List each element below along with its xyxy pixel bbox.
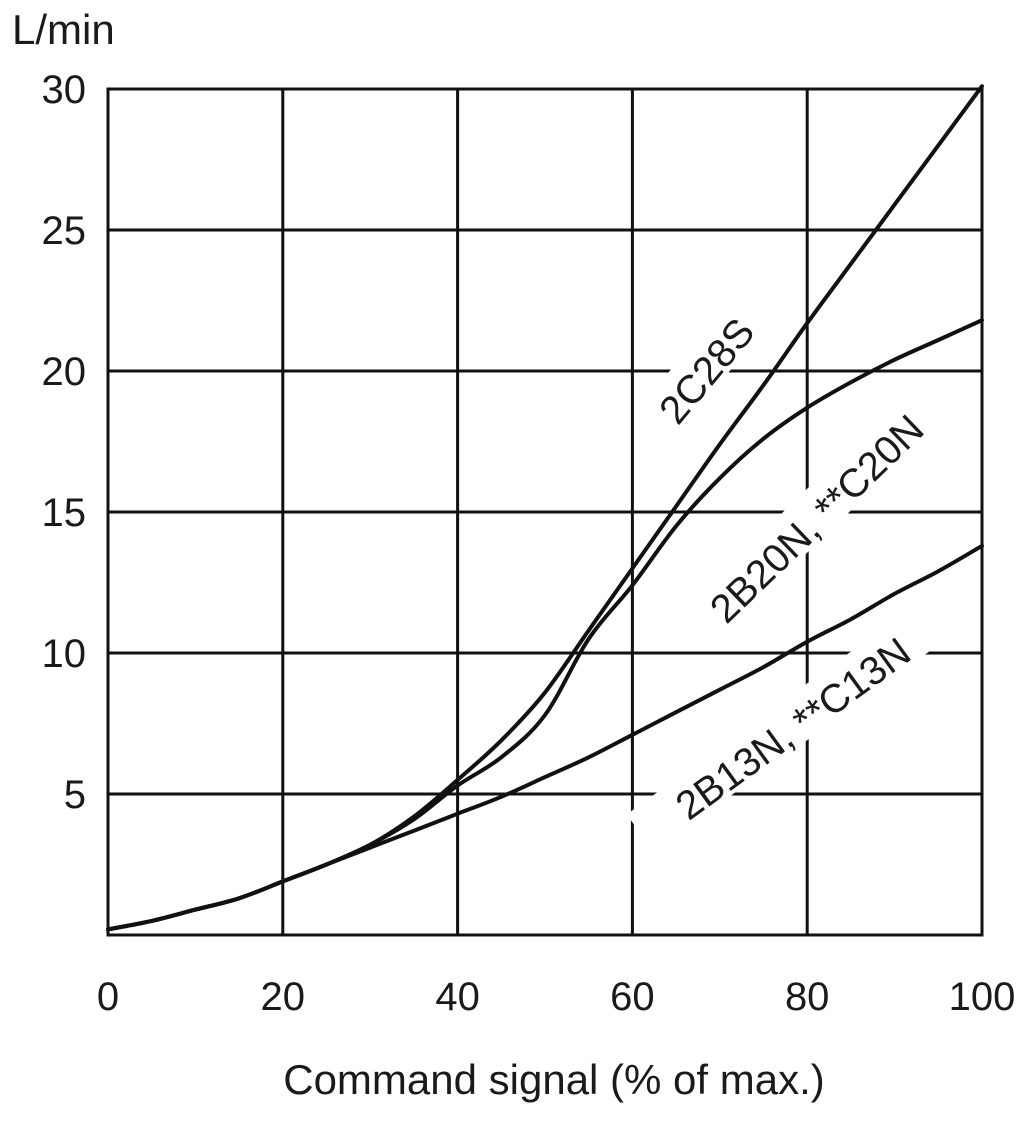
y-axis-title: L/min bbox=[12, 6, 115, 53]
y-tick-label: 10 bbox=[42, 632, 87, 676]
grid bbox=[108, 89, 982, 935]
series-label-2b13n-c13n: 2B13N, **C13N bbox=[668, 630, 919, 829]
series-label-background bbox=[626, 596, 954, 852]
series-line-2b13n-c13n bbox=[106, 543, 984, 932]
plot-frame bbox=[106, 87, 984, 937]
y-tick-label: 25 bbox=[42, 209, 87, 253]
y-tick-label: 20 bbox=[42, 350, 87, 394]
x-tick-label: 60 bbox=[610, 975, 655, 1019]
series-label-background bbox=[674, 380, 952, 650]
y-tick-label: 15 bbox=[42, 491, 87, 535]
series-label-2b20n-c20n: 2B20N, **C20N bbox=[702, 407, 932, 632]
series-lines bbox=[106, 84, 984, 932]
tick-labels: 0 20 40 60 80 100 5 10 15 20 25 30 bbox=[42, 68, 1016, 1019]
y-tick-label: 5 bbox=[64, 773, 86, 817]
series-label-group: 2B13N, **C13N bbox=[626, 596, 954, 852]
x-tick-label: 20 bbox=[261, 975, 306, 1019]
x-axis-title: Command signal (% of max.) bbox=[283, 1056, 825, 1103]
x-tick-label: 0 bbox=[97, 975, 119, 1019]
x-tick-label: 40 bbox=[435, 975, 480, 1019]
x-tick-label: 80 bbox=[785, 975, 830, 1019]
series-line-2b20n-c20n bbox=[106, 318, 984, 932]
series-label-background bbox=[636, 295, 769, 440]
y-tick-label: 30 bbox=[42, 68, 87, 112]
series-label-group: 2C28S bbox=[636, 295, 769, 440]
x-tick-label: 100 bbox=[949, 975, 1016, 1019]
